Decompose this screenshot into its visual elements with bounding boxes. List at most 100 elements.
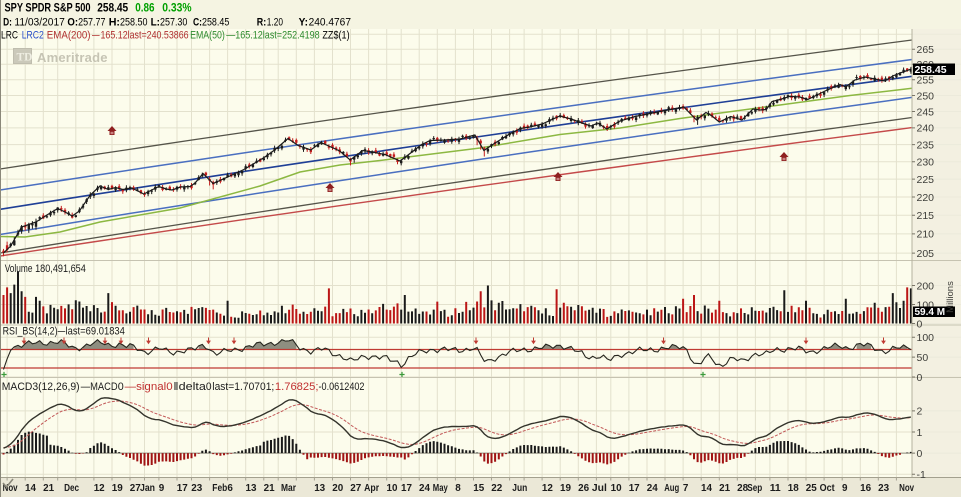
svg-text:0: 0	[118, 381, 124, 393]
svg-text:50: 50	[917, 352, 929, 364]
svg-text:C:: C:	[193, 16, 202, 28]
svg-text:165.12last=240.53866: 165.12last=240.53866	[101, 29, 189, 41]
svg-text:Y:: Y:	[299, 16, 308, 28]
svg-text:LRC2: LRC2	[22, 29, 44, 41]
svg-text:23: 23	[191, 482, 202, 494]
svg-text:Sep: Sep	[747, 482, 762, 494]
svg-text:258.45: 258.45	[915, 64, 947, 76]
svg-text:—: —	[58, 326, 66, 338]
svg-text:Apr: Apr	[364, 482, 379, 494]
svg-text:Jan: Jan	[140, 482, 155, 494]
svg-text:200: 200	[917, 280, 935, 292]
svg-text:Nov: Nov	[899, 482, 914, 494]
svg-text:258.45: 258.45	[97, 2, 129, 14]
svg-text:last=1.70701;: last=1.70701;	[212, 381, 274, 393]
svg-text:Nov: Nov	[3, 482, 18, 494]
svg-text:8: 8	[455, 482, 461, 494]
svg-text:240: 240	[917, 123, 935, 135]
svg-text:225: 225	[917, 174, 935, 186]
svg-text:12: 12	[94, 482, 105, 494]
svg-text:Feb: Feb	[212, 482, 227, 494]
svg-text:10: 10	[611, 482, 622, 494]
svg-text:0: 0	[206, 381, 212, 393]
svg-text:245: 245	[917, 106, 935, 118]
svg-text:0: 0	[917, 372, 923, 384]
svg-text:22: 22	[491, 482, 502, 494]
svg-text:R:: R:	[257, 16, 266, 28]
svg-text:0.33%: 0.33%	[162, 2, 191, 14]
svg-text:Volume: Volume	[5, 263, 33, 275]
svg-text:7: 7	[683, 482, 689, 494]
svg-text:10: 10	[387, 482, 398, 494]
svg-text:L:: L:	[151, 16, 160, 28]
svg-text:—165.12last=252.4198: —165.12last=252.4198	[226, 29, 319, 41]
svg-text:14: 14	[701, 482, 712, 494]
svg-text:SPY SPDR S&P 500: SPY SPDR S&P 500	[5, 2, 91, 14]
svg-text:RSI_BS(14,2): RSI_BS(14,2)	[3, 326, 58, 338]
svg-text:13: 13	[246, 482, 257, 494]
svg-text:24: 24	[419, 482, 430, 494]
svg-text:21: 21	[264, 482, 275, 494]
svg-text:9: 9	[842, 482, 848, 494]
svg-text:14: 14	[25, 482, 36, 494]
svg-text:258.50: 258.50	[120, 16, 148, 28]
svg-text:H:: H:	[109, 16, 120, 28]
svg-text:257.30: 257.30	[160, 16, 187, 28]
svg-text:250: 250	[917, 90, 935, 102]
svg-text:17: 17	[401, 482, 412, 494]
svg-text:230: 230	[917, 157, 935, 169]
svg-text:11: 11	[770, 482, 781, 494]
svg-text:9: 9	[159, 482, 165, 494]
svg-text:23: 23	[878, 482, 889, 494]
svg-text:100: 100	[917, 332, 935, 344]
svg-text:258.45: 258.45	[202, 16, 229, 28]
svg-text:ZZ$(1): ZZ$(1)	[322, 29, 349, 41]
svg-text:2: 2	[917, 406, 923, 418]
svg-text:215: 215	[917, 210, 935, 222]
svg-text:Jul: Jul	[592, 482, 607, 494]
svg-text:19: 19	[112, 482, 123, 494]
svg-text:—: —	[92, 29, 100, 41]
svg-text:265: 265	[917, 44, 935, 56]
svg-text:27: 27	[130, 482, 141, 494]
svg-text:28: 28	[737, 482, 748, 494]
svg-text:12: 12	[542, 482, 553, 494]
svg-text:EMA(200): EMA(200)	[47, 29, 91, 41]
svg-text:21: 21	[719, 482, 730, 494]
svg-text:25: 25	[806, 482, 817, 494]
svg-text:26: 26	[578, 482, 589, 494]
svg-text:15: 15	[473, 482, 484, 494]
svg-text:6: 6	[227, 482, 233, 494]
svg-text:0.86: 0.86	[135, 2, 154, 14]
svg-text:18: 18	[788, 482, 799, 494]
svg-text:17: 17	[177, 482, 188, 494]
svg-text:May: May	[433, 482, 448, 494]
svg-text:Ameritrade: Ameritrade	[37, 50, 108, 65]
svg-text:240.4767: 240.4767	[309, 16, 351, 28]
svg-text:235: 235	[917, 139, 935, 151]
svg-text:last=69.01834: last=69.01834	[66, 326, 125, 338]
svg-text:1: 1	[917, 427, 923, 439]
svg-text:D:: D:	[3, 16, 12, 28]
svg-text:TD: TD	[17, 52, 33, 64]
svg-text:27: 27	[350, 482, 361, 494]
svg-text:255: 255	[917, 75, 935, 87]
svg-text:210: 210	[917, 229, 935, 241]
svg-text:180,491,654: 180,491,654	[35, 263, 86, 275]
svg-text:24: 24	[647, 482, 658, 494]
svg-text:13: 13	[314, 482, 325, 494]
svg-text:17: 17	[629, 482, 640, 494]
svg-text:LRC: LRC	[1, 29, 18, 41]
svg-text:Aug: Aug	[664, 482, 679, 494]
svg-text:1.76825;: 1.76825;	[275, 381, 319, 393]
svg-text:59.4 M: 59.4 M	[915, 307, 946, 318]
svg-text:20: 20	[332, 482, 343, 494]
svg-text:Dec: Dec	[64, 482, 79, 494]
svg-text:0: 0	[917, 448, 923, 460]
svg-text:Millions: Millions	[945, 281, 956, 313]
svg-text:19: 19	[560, 482, 571, 494]
svg-text:-1: -1	[917, 469, 926, 481]
svg-text:O:: O:	[67, 16, 78, 28]
svg-text:—signal0: —signal0	[125, 381, 173, 393]
svg-text:1.20: 1.20	[267, 16, 283, 28]
